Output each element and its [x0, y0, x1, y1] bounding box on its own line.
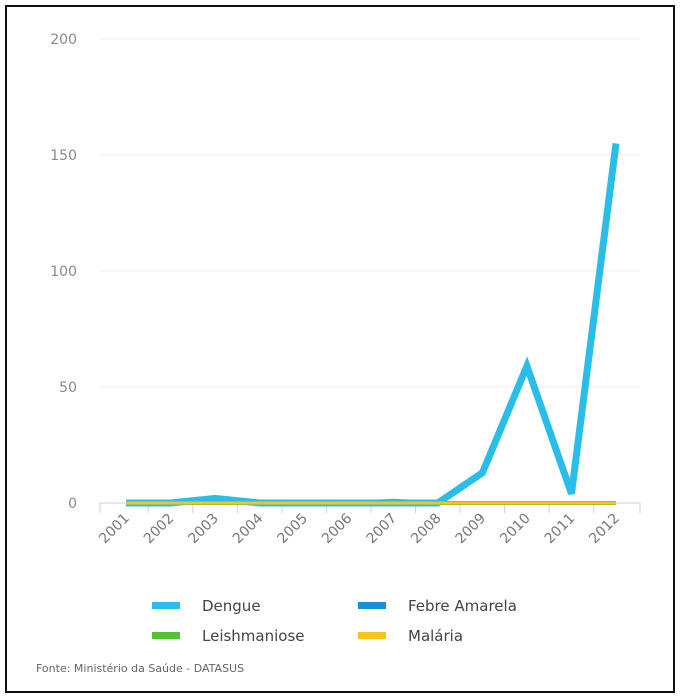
x-tick-label: 2012	[586, 511, 623, 548]
y-tick-label: 100	[50, 264, 77, 280]
legend-swatch	[152, 632, 180, 639]
y-tick-label: 50	[59, 380, 77, 396]
legend-swatch	[358, 632, 386, 639]
chart-frame	[5, 5, 675, 693]
y-tick-label: 0	[68, 496, 77, 512]
x-axis: 2001 2002 2003 2004 2005 2006 2007 2008 2009 2010…	[96, 502, 641, 548]
legend-swatch	[358, 602, 386, 609]
x-tick-label: 2004	[230, 510, 267, 547]
legend: Dengue Febre Amarela Leishmaniose Malária	[152, 597, 517, 645]
y-tick-label: 200	[50, 32, 77, 48]
grid-lines	[100, 38, 640, 388]
x-tick-label: 2011	[542, 511, 579, 548]
legend-swatch	[152, 602, 180, 609]
series-lines	[126, 142, 620, 507]
source-note: Fonte: Ministério da Saúde - DATASUS	[36, 662, 244, 675]
y-axis-ticks: 0 50 100 150 200	[50, 32, 77, 512]
x-tick-label: 2010	[497, 511, 534, 548]
y-tick-label: 150	[50, 148, 77, 164]
legend-label: Febre Amarela	[408, 597, 517, 615]
legend-label: Dengue	[202, 597, 261, 615]
x-tick-label: 2008	[408, 511, 445, 548]
x-tick-label: 2003	[185, 511, 222, 548]
x-tick-label: 2006	[319, 510, 356, 547]
series-line-dengue	[126, 142, 620, 507]
legend-label: Leishmaniose	[202, 627, 305, 645]
x-tick-label: 2005	[274, 511, 311, 548]
legend-label: Malária	[408, 627, 463, 645]
x-tick-label: 2009	[453, 511, 490, 548]
x-tick-label: 2007	[364, 511, 401, 548]
x-tick-label: 2001	[96, 511, 133, 548]
x-tick-label: 2002	[141, 511, 178, 548]
